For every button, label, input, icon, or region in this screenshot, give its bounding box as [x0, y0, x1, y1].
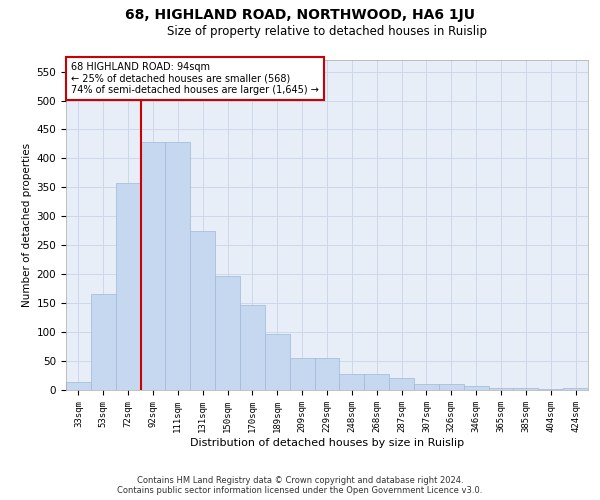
Y-axis label: Number of detached properties: Number of detached properties [22, 143, 32, 307]
Bar [364, 374, 389, 390]
Bar [265, 334, 290, 390]
Bar [340, 374, 364, 390]
Bar [514, 388, 538, 390]
Bar [314, 358, 340, 390]
Bar [166, 142, 190, 390]
Bar [488, 388, 514, 390]
Bar [116, 182, 140, 390]
Bar [563, 388, 588, 390]
Bar [140, 142, 166, 390]
Bar [414, 384, 439, 390]
Text: 68 HIGHLAND ROAD: 94sqm
← 25% of detached houses are smaller (568)
74% of semi-d: 68 HIGHLAND ROAD: 94sqm ← 25% of detache… [71, 62, 319, 95]
Bar [240, 305, 265, 390]
Bar [190, 231, 215, 390]
Bar [389, 378, 414, 390]
Title: Size of property relative to detached houses in Ruislip: Size of property relative to detached ho… [167, 25, 487, 38]
Bar [215, 276, 240, 390]
Bar [91, 294, 116, 390]
Bar [290, 358, 314, 390]
Bar [66, 382, 91, 390]
Text: 68, HIGHLAND ROAD, NORTHWOOD, HA6 1JU: 68, HIGHLAND ROAD, NORTHWOOD, HA6 1JU [125, 8, 475, 22]
Bar [439, 384, 464, 390]
X-axis label: Distribution of detached houses by size in Ruislip: Distribution of detached houses by size … [190, 438, 464, 448]
Text: Contains HM Land Registry data © Crown copyright and database right 2024.
Contai: Contains HM Land Registry data © Crown c… [118, 476, 482, 495]
Bar [464, 386, 488, 390]
